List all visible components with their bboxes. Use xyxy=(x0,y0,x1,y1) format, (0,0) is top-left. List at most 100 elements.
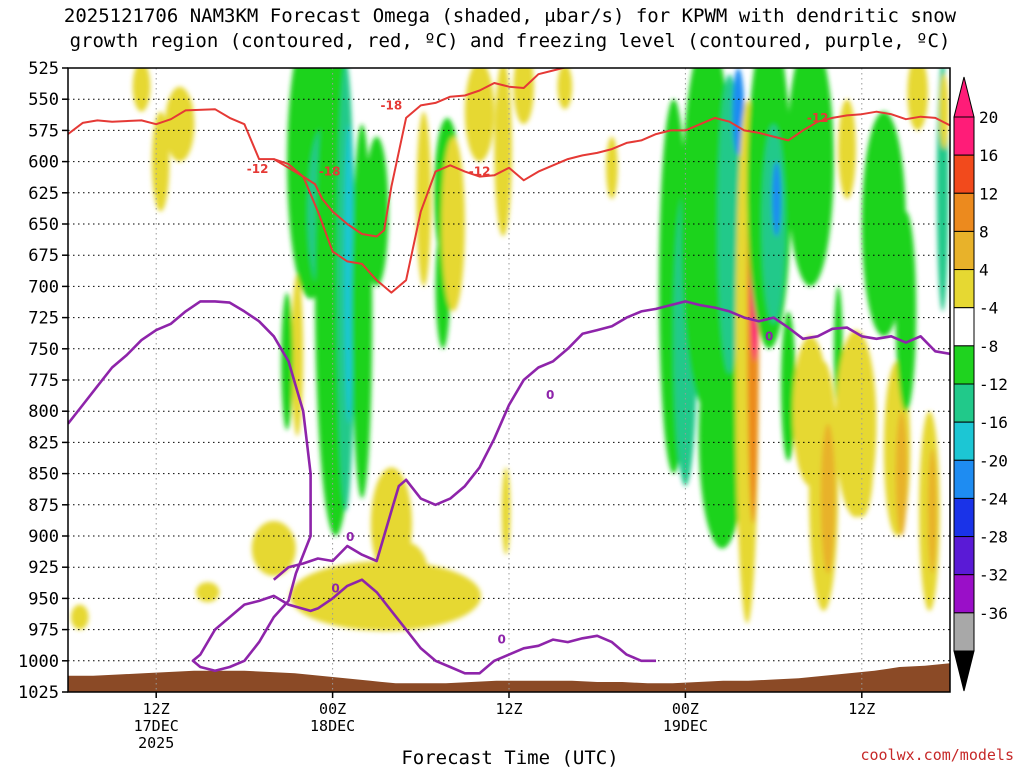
chart-title-line1: 2025121706 NAM3KM Forecast Omega (shaded… xyxy=(64,5,957,27)
y-tick-label-725: 725 xyxy=(28,309,59,329)
y-tick-label-675: 675 xyxy=(28,246,59,266)
colorbar-label--24: -24 xyxy=(979,489,1008,508)
terrain-fill xyxy=(68,663,950,692)
colorbar: 20 16 12 8 4 -4 -8 -12 -16 -20 -24 -28 -32 -36 xyxy=(953,76,1008,692)
x-tick-label-3-0: 00Z xyxy=(672,700,699,718)
colorbar-label--12: -12 xyxy=(979,375,1008,394)
colorbar-label--8: -8 xyxy=(979,337,998,356)
omega-shading xyxy=(70,68,949,631)
y-tick-label-975: 975 xyxy=(28,621,59,641)
colorbar-label-12: 12 xyxy=(979,184,998,203)
omega-feature-4 xyxy=(195,582,220,603)
colorbar-swatch-5 xyxy=(953,307,975,347)
dgz-contour-minus12 xyxy=(273,110,950,294)
colorbar-label-4: 4 xyxy=(979,261,989,280)
label-freezing-0-e: 0 xyxy=(346,530,354,544)
omega-feature-57 xyxy=(939,74,949,150)
y-tick-label-900: 900 xyxy=(28,527,59,547)
y-tick-label-625: 625 xyxy=(28,184,59,204)
colorbar-label--32: -32 xyxy=(979,566,1008,585)
omega-feature-18 xyxy=(416,111,432,287)
omega-feature-46 xyxy=(838,99,856,200)
x-tick-label-1-1: 18DEC xyxy=(310,717,355,735)
colorbar-label--28: -28 xyxy=(979,528,1008,547)
colorbar-label--36: -36 xyxy=(979,604,1008,623)
x-tick-label-0-1: 17DEC xyxy=(134,717,179,735)
colorbar-swatch-7 xyxy=(953,383,975,423)
colorbar-swatch-6 xyxy=(953,345,975,385)
omega-feature-22 xyxy=(464,68,495,162)
freezing-level-contour-upper xyxy=(272,300,950,581)
label-freezing-0-c: 0 xyxy=(546,388,554,402)
colorbar-label-20: 20 xyxy=(979,108,998,127)
omega-feature-48 xyxy=(850,404,874,518)
omega-feature-39 xyxy=(772,161,781,237)
colorbar-arrow-low xyxy=(953,650,975,692)
omega-feature-54 xyxy=(927,448,937,574)
credit-text: coolwx.com/models xyxy=(860,746,1014,764)
label-freezing-0-b: 0 xyxy=(497,633,505,647)
y-tick-label-600: 600 xyxy=(28,153,59,173)
colorbar-swatch-11 xyxy=(953,536,975,576)
x-tick-label-1-0: 00Z xyxy=(319,700,346,718)
omega-feature-27 xyxy=(606,136,618,200)
y-tick-label-1000: 1000 xyxy=(18,652,59,672)
colorbar-label--4: -4 xyxy=(979,299,998,318)
omega-feature-12 xyxy=(344,124,354,424)
y-tick-label-1025: 1025 xyxy=(18,683,59,703)
omega-feature-51 xyxy=(895,411,908,536)
y-tick-label-650: 650 xyxy=(28,215,59,235)
y-tick-label-850: 850 xyxy=(28,465,59,485)
colorbar-arrow-high xyxy=(953,76,975,118)
colorbar-swatch-0 xyxy=(953,116,975,156)
y-tick-label-700: 700 xyxy=(28,277,59,297)
y-tick-label-950: 950 xyxy=(28,589,59,609)
omega-feature-40 xyxy=(780,311,796,462)
colorbar-label--20: -20 xyxy=(979,451,1008,470)
y-tick-label-775: 775 xyxy=(28,371,59,391)
contours xyxy=(68,68,950,675)
x-tick-label-0-0: 12Z xyxy=(143,700,170,718)
x-tick-label-2-0: 12Z xyxy=(495,700,522,718)
colorbar-label-8: 8 xyxy=(979,222,989,241)
label-freezing-0-a: 0 xyxy=(331,581,339,595)
omega-feature-26 xyxy=(557,68,573,110)
chart-title-line2: growth region (contoured, red, ºC) and f… xyxy=(70,30,951,52)
label-dgz-minus18-a: -18 xyxy=(381,98,403,112)
omega-feature-41 xyxy=(786,68,834,287)
omega-feature-16 xyxy=(289,560,482,631)
y-tick-label-575: 575 xyxy=(28,121,59,141)
omega-feature-55 xyxy=(907,68,928,131)
omega-feature-1 xyxy=(165,86,195,162)
omega-feature-33 xyxy=(732,68,745,156)
y-tick-label-825: 825 xyxy=(28,433,59,453)
colorbar-label-16: 16 xyxy=(979,146,998,165)
dgz-contour-minus18 xyxy=(68,68,568,238)
freezing-level-contour-lower xyxy=(68,300,656,675)
omega-feature-52 xyxy=(895,211,917,412)
y-tick-label-925: 925 xyxy=(28,558,59,578)
label-freezing-0-d: 0 xyxy=(765,329,773,343)
colorbar-label--16: -16 xyxy=(979,413,1008,432)
omega-feature-17 xyxy=(384,542,429,605)
omega-feature-3 xyxy=(70,604,89,630)
x-tick-label-3-1: 19DEC xyxy=(663,717,708,735)
label-dgz-minus18-b: -18 xyxy=(319,165,341,179)
colorbar-swatch-4 xyxy=(953,269,975,309)
x-axis-title: Forecast Time (UTC) xyxy=(401,747,618,768)
omega-feature-23 xyxy=(494,68,512,237)
colorbar-swatch-12 xyxy=(953,574,975,614)
terrain-surface xyxy=(68,663,950,692)
omega-feature-44 xyxy=(820,423,836,574)
label-dgz-minus12-c: -12 xyxy=(807,111,829,125)
colorbar-swatch-1 xyxy=(953,154,975,194)
colorbar-swatch-8 xyxy=(953,421,975,461)
omega-feature-0 xyxy=(151,111,170,212)
y-axis: 525 550 575 600 625 650 675 700 725 750 775 800 825 8… xyxy=(18,59,68,703)
y-tick-label-800: 800 xyxy=(28,402,59,422)
label-dgz-minus12-b: -12 xyxy=(469,165,491,179)
colorbar-swatch-9 xyxy=(953,459,975,499)
y-tick-label-525: 525 xyxy=(28,59,59,79)
colorbar-swatch-2 xyxy=(953,192,975,232)
